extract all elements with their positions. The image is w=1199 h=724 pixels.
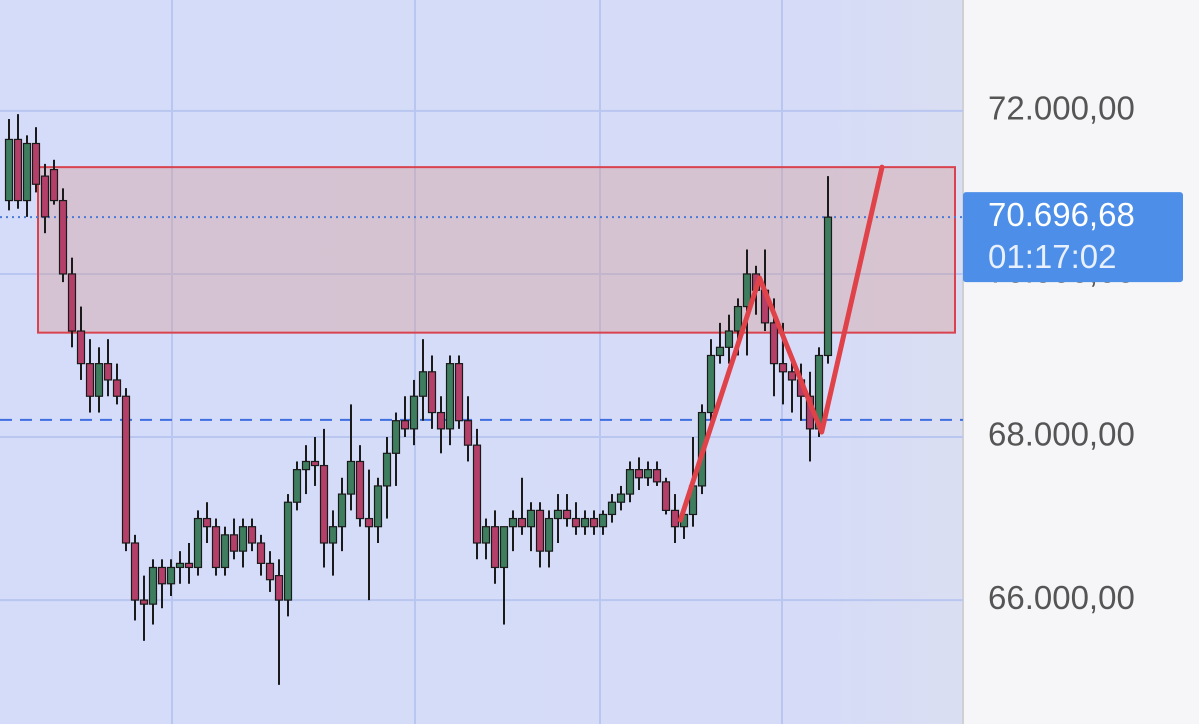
candle-body bbox=[472, 444, 482, 544]
candle-body bbox=[283, 501, 293, 601]
candle-body bbox=[22, 142, 32, 202]
candle-body bbox=[292, 469, 302, 503]
candle-body bbox=[184, 562, 194, 569]
candle-body bbox=[373, 485, 383, 528]
price-axis-panel bbox=[963, 0, 1199, 724]
candle-body bbox=[715, 346, 725, 357]
candle-body bbox=[508, 517, 518, 528]
candle-body bbox=[517, 517, 527, 528]
candle-body bbox=[346, 460, 356, 495]
resistance-zone bbox=[37, 166, 956, 334]
candle-body bbox=[661, 481, 671, 511]
candle-body bbox=[67, 273, 77, 332]
candle-body bbox=[418, 371, 428, 397]
y-tick-label: 66.000,00 bbox=[988, 579, 1135, 616]
zigzag-annotation bbox=[677, 164, 885, 523]
candle-body bbox=[436, 411, 446, 430]
candle-body bbox=[580, 517, 590, 528]
candle-body bbox=[616, 493, 626, 503]
candle-body bbox=[49, 168, 59, 202]
candle-body bbox=[148, 566, 158, 605]
candle-body bbox=[166, 566, 176, 585]
candle-body bbox=[229, 534, 239, 552]
candle-body bbox=[742, 273, 752, 308]
candle-body bbox=[256, 542, 266, 564]
y-tick-label: 72.000,00 bbox=[988, 90, 1135, 127]
candle-body bbox=[274, 575, 284, 601]
candle-body bbox=[670, 509, 680, 528]
candle-body bbox=[544, 517, 554, 552]
candle-body bbox=[130, 542, 140, 601]
candle-body bbox=[643, 469, 653, 479]
candle-body bbox=[247, 526, 257, 544]
candle-body bbox=[382, 452, 392, 487]
candle-body bbox=[238, 526, 248, 552]
candle-body bbox=[13, 138, 23, 202]
candle-body bbox=[211, 526, 221, 569]
candle-body bbox=[562, 509, 572, 520]
candle-body bbox=[823, 216, 833, 357]
candle-body bbox=[193, 517, 203, 569]
candle-body bbox=[706, 354, 716, 414]
candle-body bbox=[427, 371, 437, 414]
candle-body bbox=[265, 562, 275, 581]
candle-body bbox=[301, 460, 311, 471]
candle-body bbox=[103, 363, 113, 381]
candle-body bbox=[202, 517, 212, 528]
candle-body bbox=[787, 371, 797, 381]
candle-body bbox=[598, 513, 608, 528]
candle-body bbox=[400, 420, 410, 430]
candle-body bbox=[553, 509, 563, 520]
candle-body bbox=[769, 322, 779, 365]
candle-body bbox=[634, 469, 644, 479]
candle-body bbox=[175, 562, 185, 569]
candle-body bbox=[490, 526, 500, 569]
y-tick-label: 68.000,00 bbox=[988, 416, 1135, 453]
candle-body bbox=[652, 469, 662, 483]
candle-body bbox=[355, 460, 365, 520]
candle-body bbox=[85, 363, 95, 397]
candle-body bbox=[4, 138, 14, 202]
current-price-label: 70.696,68 bbox=[988, 196, 1135, 233]
candle-body bbox=[121, 395, 131, 544]
candle-body bbox=[328, 526, 338, 544]
candle-body bbox=[454, 363, 464, 422]
current-price-box bbox=[963, 192, 1183, 283]
candle-body bbox=[589, 517, 599, 528]
candle-body bbox=[571, 517, 581, 528]
candle-body bbox=[337, 493, 347, 528]
candle-body bbox=[364, 517, 374, 528]
candle-body bbox=[499, 526, 509, 569]
candle-body bbox=[445, 363, 455, 430]
candle-body bbox=[40, 175, 50, 218]
candle-body bbox=[220, 534, 230, 569]
countdown-label: 01:17:02 bbox=[988, 238, 1116, 275]
candle-body bbox=[112, 379, 122, 397]
candle-body bbox=[481, 526, 491, 544]
candle-body bbox=[157, 566, 167, 585]
candle-body bbox=[139, 599, 149, 605]
candle-body bbox=[724, 330, 734, 348]
candle-body bbox=[733, 305, 743, 332]
candle-body bbox=[58, 199, 68, 275]
candle-body bbox=[94, 363, 104, 397]
candle-body bbox=[607, 501, 617, 516]
candle-body bbox=[535, 509, 545, 552]
candle-body bbox=[526, 509, 536, 528]
candle-body bbox=[31, 142, 41, 185]
candle-body bbox=[391, 420, 401, 454]
plot-background bbox=[0, 0, 963, 724]
candle-body bbox=[409, 395, 419, 430]
candle-body bbox=[625, 469, 635, 495]
candle-body bbox=[76, 330, 86, 365]
candle-body bbox=[310, 460, 320, 467]
candle-body bbox=[463, 420, 473, 446]
candle-body bbox=[319, 464, 329, 544]
candle-body bbox=[778, 363, 788, 373]
